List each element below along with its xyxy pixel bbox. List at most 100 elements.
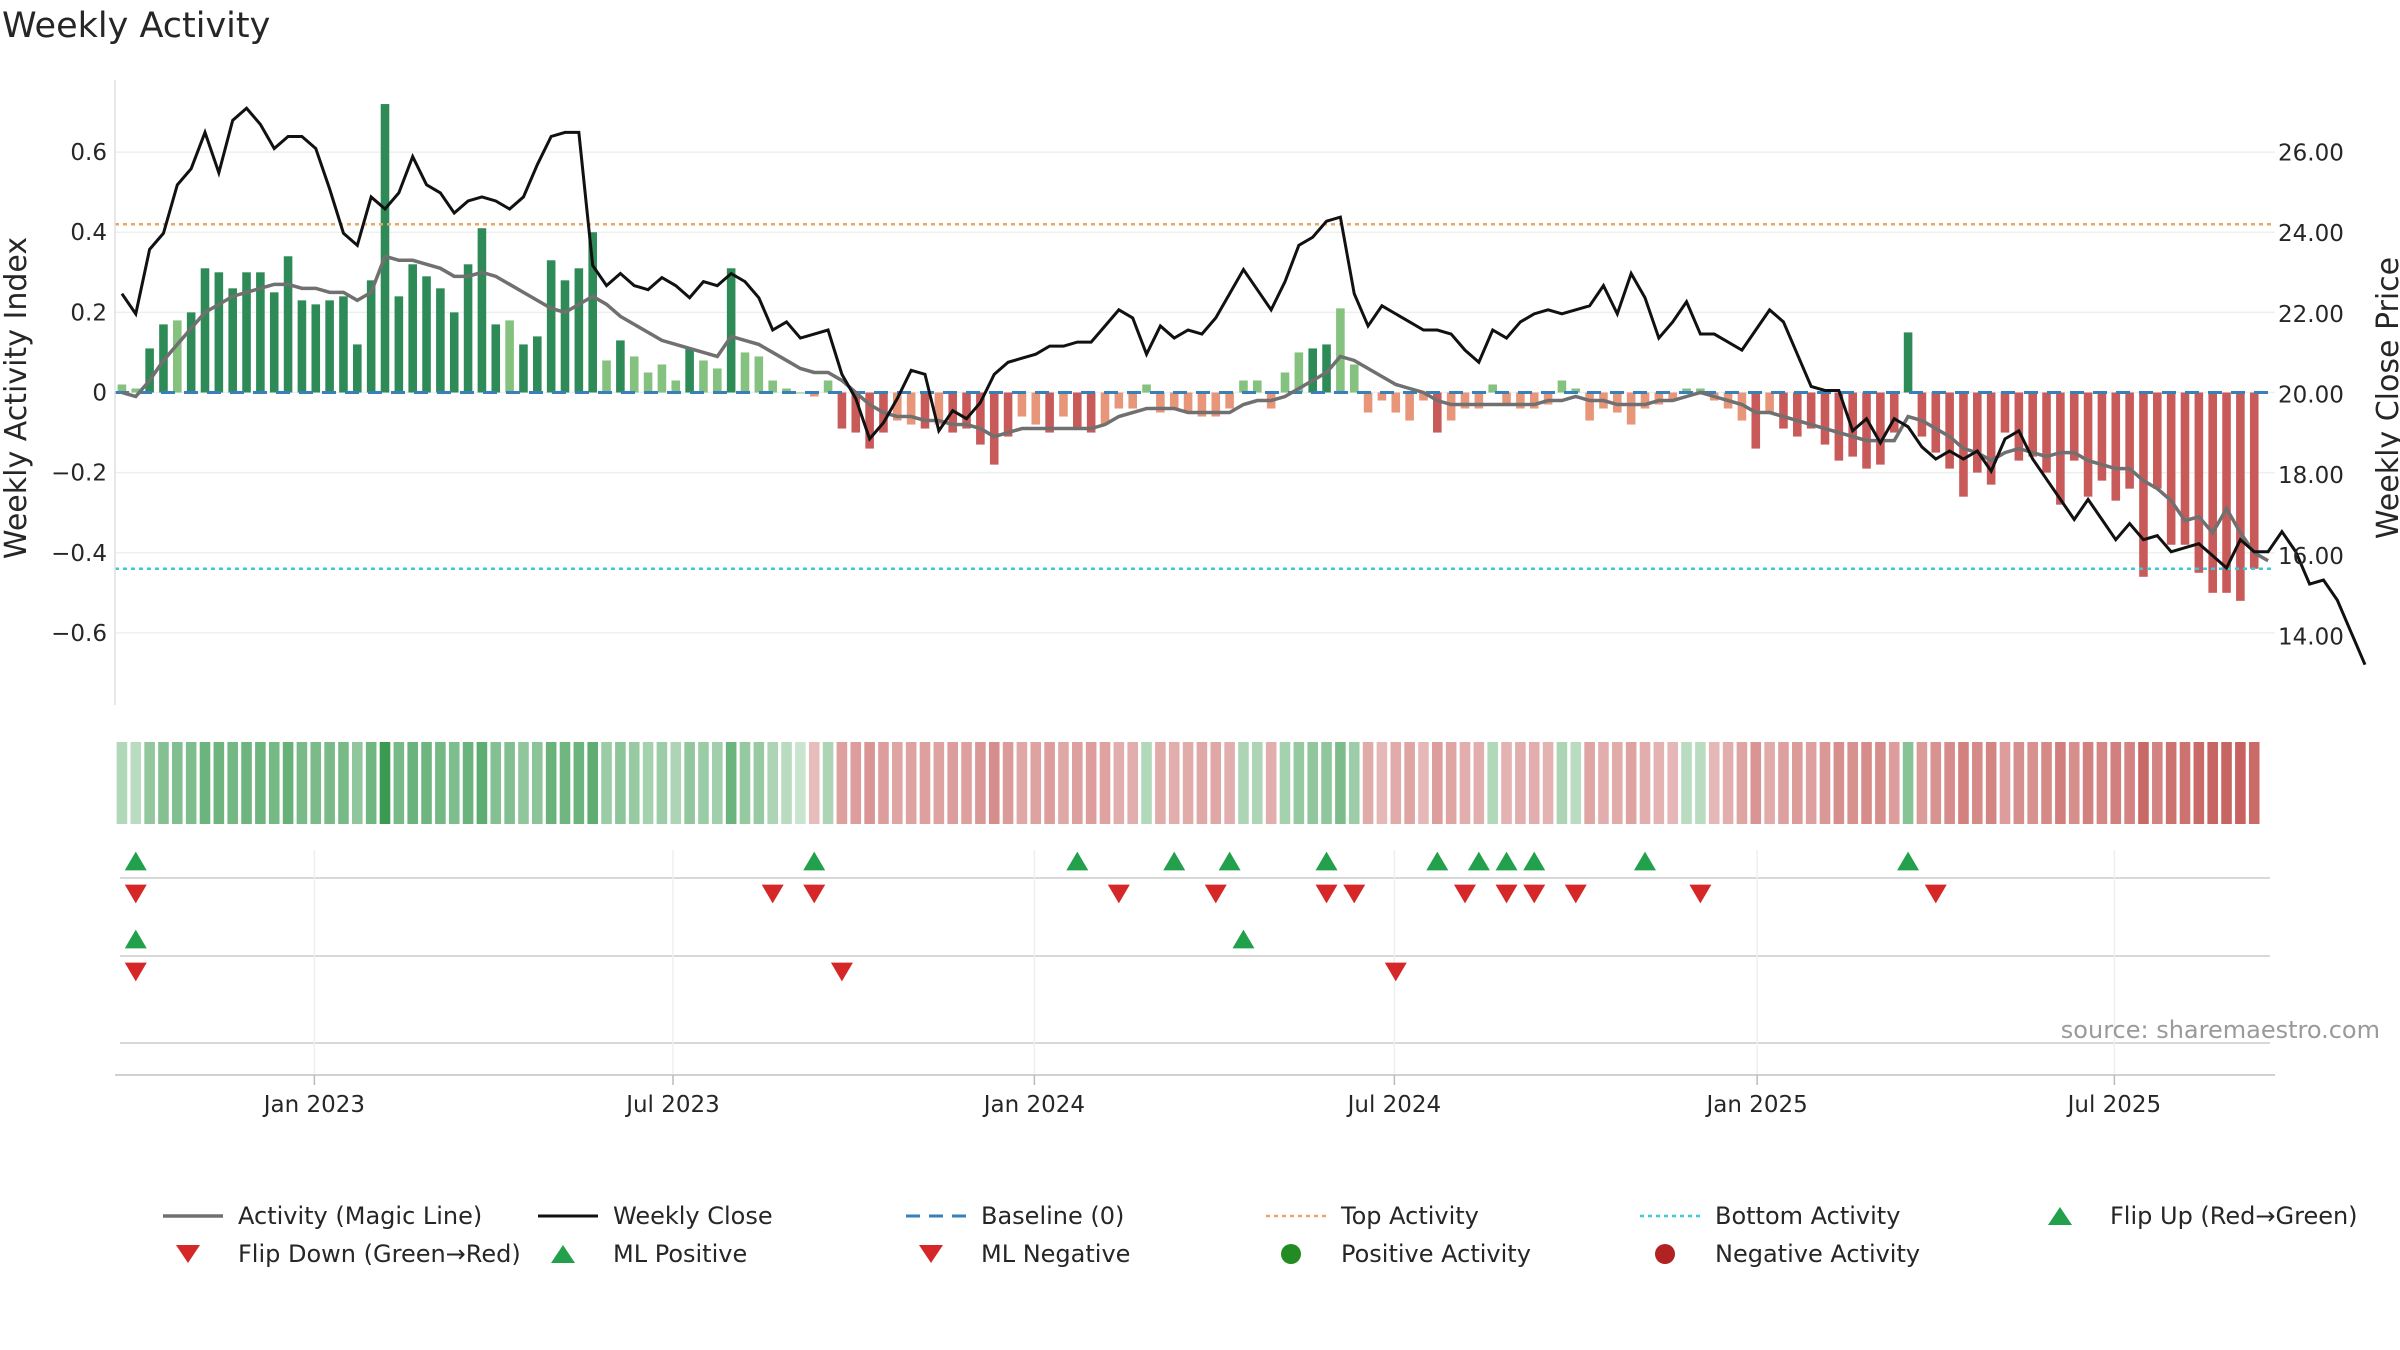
y-tick-label: 0.2 bbox=[70, 300, 107, 326]
activity-bar bbox=[242, 272, 251, 393]
heat-cell bbox=[836, 742, 848, 824]
heat-cell bbox=[462, 742, 474, 824]
flip-down-marker bbox=[124, 884, 147, 904]
heat-cell bbox=[2082, 742, 2094, 824]
activity-bar bbox=[1986, 392, 1996, 485]
activity-bar bbox=[256, 272, 265, 393]
heat-cell bbox=[1459, 742, 1471, 824]
legend-item: Negative Activity bbox=[1655, 1240, 1920, 1268]
heat-cell bbox=[1612, 742, 1623, 824]
activity-bar bbox=[1280, 372, 1290, 393]
heat-cell bbox=[892, 742, 903, 824]
heat-cell bbox=[1252, 742, 1263, 824]
heat-cell bbox=[559, 742, 571, 824]
legend-item: ML Positive bbox=[551, 1240, 747, 1268]
heat-cell bbox=[1279, 742, 1291, 824]
activity-bar bbox=[1460, 392, 1470, 409]
activity-bar bbox=[685, 348, 694, 393]
activity-bar bbox=[1682, 388, 1691, 393]
heat-cell bbox=[1445, 742, 1457, 824]
heat-cell bbox=[144, 742, 155, 824]
flip-down-marker bbox=[1343, 884, 1366, 904]
activity-bar bbox=[1377, 392, 1387, 401]
activity-bar bbox=[713, 368, 722, 393]
heat-cell bbox=[1210, 742, 1222, 824]
y-tick-label: 0.4 bbox=[70, 220, 107, 246]
activity-bar bbox=[380, 104, 390, 393]
legend-item: Activity (Magic Line) bbox=[163, 1202, 482, 1230]
source-note: source: sharemaestro.com bbox=[2061, 1016, 2380, 1044]
activity-bar bbox=[643, 372, 653, 393]
heat-cell bbox=[1044, 742, 1055, 824]
heat-cell bbox=[2165, 742, 2177, 824]
heat-cell bbox=[1542, 742, 1554, 824]
heat-cell bbox=[1418, 742, 1429, 824]
legend-item: Weekly Close bbox=[538, 1202, 773, 1230]
flip-down-marker bbox=[1107, 884, 1130, 904]
heat-cell bbox=[1085, 742, 1097, 824]
heat-cell bbox=[130, 742, 142, 824]
heat-cell bbox=[1847, 742, 1858, 824]
heat-cell bbox=[1598, 742, 1609, 824]
heat-cell bbox=[1113, 742, 1125, 824]
heat-cell bbox=[1099, 742, 1111, 824]
heat-cell bbox=[1695, 742, 1706, 824]
activity-bar bbox=[588, 232, 597, 393]
activity-bar bbox=[1793, 392, 1802, 437]
heat-cell bbox=[2248, 742, 2260, 824]
activity-bar bbox=[1529, 392, 1539, 409]
heat-cell bbox=[310, 742, 322, 824]
heat-cell bbox=[795, 742, 806, 824]
activity-bar bbox=[2014, 392, 2024, 461]
activity-bar bbox=[1931, 392, 1941, 453]
activity-bar bbox=[823, 380, 833, 393]
heat-cell bbox=[116, 742, 128, 824]
heat-cell bbox=[2152, 742, 2163, 824]
heat-cell bbox=[988, 742, 1000, 824]
heat-cell bbox=[1501, 742, 1512, 824]
y-tick-label: 0.6 bbox=[70, 140, 107, 166]
flip-up-marker bbox=[1634, 851, 1656, 871]
y2-tick-label: 14.00 bbox=[2278, 624, 2344, 650]
activity-bar bbox=[1045, 392, 1054, 433]
heat-cell bbox=[1819, 742, 1831, 824]
legend-symbol bbox=[1655, 1244, 1675, 1264]
heat-cell bbox=[698, 742, 709, 824]
legend-symbol bbox=[919, 1245, 943, 1263]
flip-up-marker bbox=[1897, 851, 1920, 871]
flip-up-marker bbox=[1467, 851, 1490, 871]
activity-bar bbox=[1959, 392, 1968, 497]
activity-bar bbox=[1779, 392, 1788, 429]
y-tick-label: 0 bbox=[92, 381, 107, 407]
activity-bar bbox=[2056, 392, 2065, 505]
legend-label: Baseline (0) bbox=[981, 1202, 1124, 1230]
activity-bar bbox=[1405, 392, 1414, 421]
reference-lines bbox=[115, 222, 2275, 571]
heat-cell bbox=[1722, 742, 1734, 824]
y-axis-title: Weekly Activity Index bbox=[0, 237, 34, 559]
activity-bar bbox=[1502, 392, 1511, 405]
legend-label: Top Activity bbox=[1340, 1202, 1479, 1230]
activity-bar bbox=[1349, 364, 1359, 393]
legend-item: Top Activity bbox=[1266, 1202, 1479, 1230]
heat-cell bbox=[1141, 742, 1152, 824]
heat-cell bbox=[1972, 742, 1983, 824]
activity-bar bbox=[1640, 392, 1650, 409]
heat-cell bbox=[615, 742, 626, 824]
heat-cell bbox=[1902, 742, 1914, 824]
heat-cell bbox=[504, 742, 515, 824]
heat-cell bbox=[199, 742, 211, 824]
y2-tick-label: 26.00 bbox=[2278, 141, 2344, 167]
activity-bar bbox=[1128, 392, 1137, 409]
activity-bars bbox=[117, 104, 2259, 601]
heat-cell bbox=[1376, 742, 1388, 824]
heat-cell bbox=[947, 742, 958, 824]
flip-up-marker bbox=[1066, 851, 1089, 871]
heat-cell bbox=[1224, 742, 1235, 824]
heat-cell bbox=[2138, 742, 2149, 824]
x-tick-label: Jan 2025 bbox=[1704, 1092, 1807, 1118]
heat-cell bbox=[573, 742, 585, 824]
heat-cell bbox=[1792, 742, 1803, 824]
heat-cell bbox=[324, 742, 335, 824]
x-tick-label: Jul 2025 bbox=[2066, 1092, 2162, 1118]
